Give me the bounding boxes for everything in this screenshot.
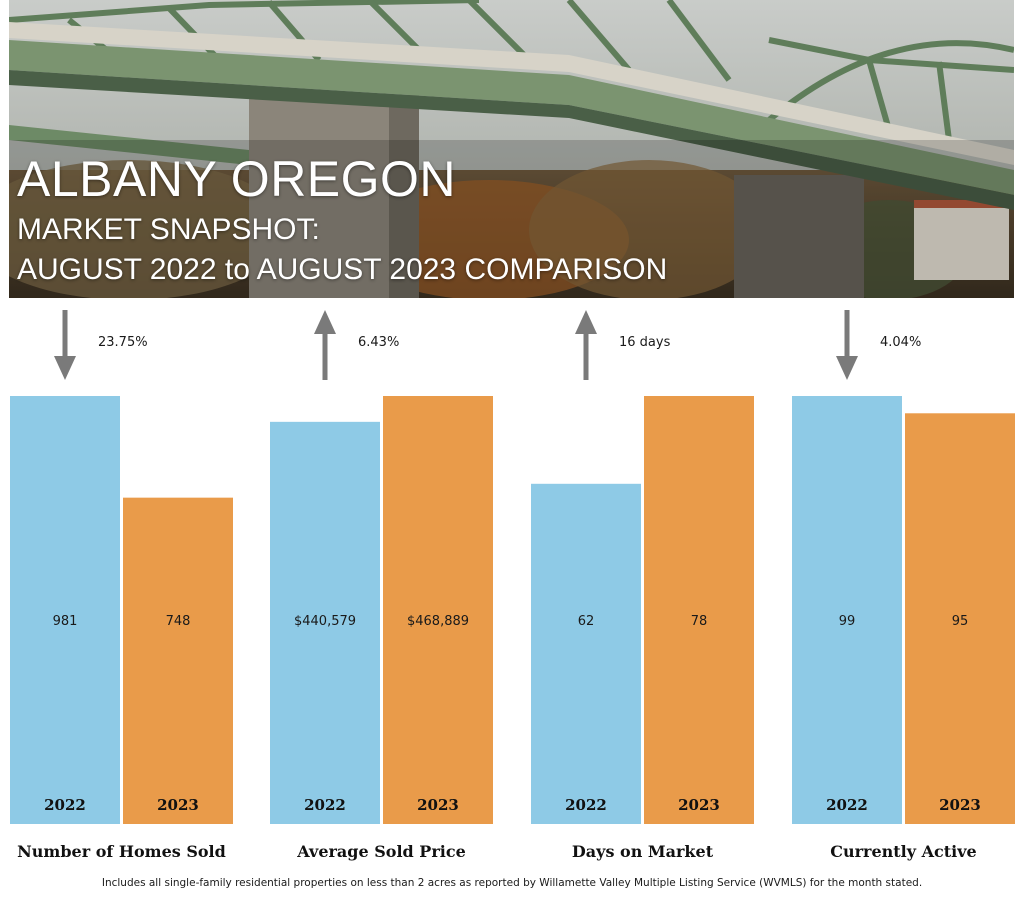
page-subtitle-line1: MARKET SNAPSHOT: xyxy=(17,213,320,246)
bar-year-label: 2022 xyxy=(304,796,346,814)
bar-year-label: 2023 xyxy=(417,796,459,814)
chart-group-0: 981 2022 748 2023 23.75% Number of Homes Sold xyxy=(10,310,233,861)
arrow-down-icon xyxy=(836,310,858,380)
bar-2022 xyxy=(792,396,902,824)
bar-value-label: 62 xyxy=(578,614,595,629)
change-label: 23.75% xyxy=(98,335,148,350)
chart-title: Number of Homes Sold xyxy=(17,842,226,861)
change-label: 6.43% xyxy=(358,335,399,350)
bar-value-label: 99 xyxy=(839,614,856,629)
bar-value-label: 95 xyxy=(952,614,969,629)
bar-2023 xyxy=(383,396,493,824)
bar-value-label: $440,579 xyxy=(294,614,356,629)
bar-2023 xyxy=(644,396,754,824)
bridge-illustration xyxy=(9,0,1014,298)
bar-year-label: 2023 xyxy=(939,796,981,814)
bar-year-label: 2022 xyxy=(565,796,607,814)
page-subtitle-line2: AUGUST 2022 to AUGUST 2023 COMPARISON xyxy=(17,253,668,286)
bar-value-label: 981 xyxy=(53,614,78,629)
arrow-up-icon xyxy=(314,310,336,380)
arrow-up-icon xyxy=(575,310,597,380)
bar-year-label: 2022 xyxy=(826,796,868,814)
chart-title: Currently Active xyxy=(830,842,976,861)
header-photo: ALBANY OREGON MARKET SNAPSHOT: AUGUST 20… xyxy=(9,0,1014,298)
chart-group-2: 62 2022 78 2023 16 days Days on Market xyxy=(531,310,754,861)
bar-2023 xyxy=(905,413,1015,824)
chart-title: Average Sold Price xyxy=(296,842,466,861)
bar-value-label: $468,889 xyxy=(407,614,469,629)
page-title: ALBANY OREGON xyxy=(17,151,457,207)
bar-year-label: 2022 xyxy=(44,796,86,814)
footnote: Includes all single-family residential p… xyxy=(101,877,923,889)
bar-2022 xyxy=(531,483,641,824)
bar-2022 xyxy=(10,396,120,824)
arrow-down-icon xyxy=(54,310,76,380)
bar-value-label: 78 xyxy=(691,614,708,629)
bar-2022 xyxy=(270,421,380,824)
change-label: 4.04% xyxy=(880,335,921,350)
bar-year-label: 2023 xyxy=(157,796,199,814)
chart-group-1: $440,579 2022 $468,889 2023 6.43% Average Sol… xyxy=(270,310,493,861)
bar-value-label: 748 xyxy=(166,614,191,629)
chart-title: Days on Market xyxy=(572,842,714,861)
bar-2023 xyxy=(123,497,233,824)
change-label: 16 days xyxy=(619,335,671,350)
chart-group-3: 99 2022 95 2023 4.04% Currently Active xyxy=(792,310,1015,861)
bar-year-label: 2023 xyxy=(678,796,720,814)
